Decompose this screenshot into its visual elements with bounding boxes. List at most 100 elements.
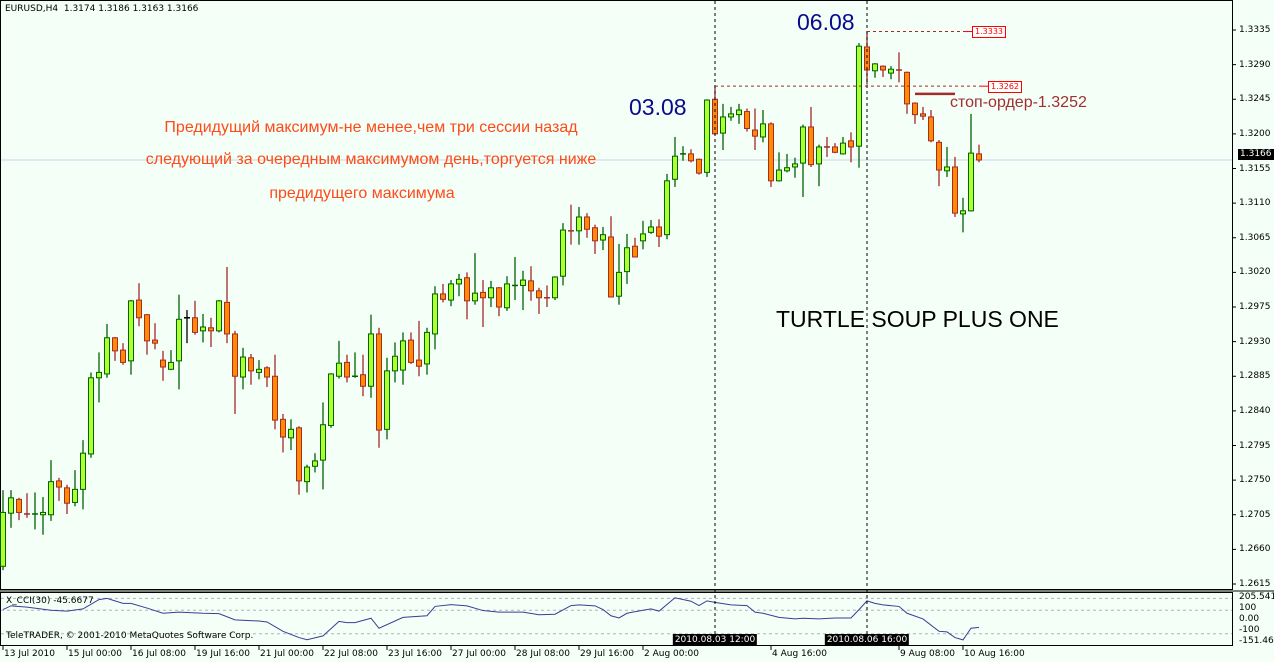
candle-body (816, 146, 822, 165)
candle-body (128, 300, 134, 362)
candle-body (248, 357, 254, 372)
candle-body (200, 326, 206, 332)
candle (568, 204, 574, 245)
candle (648, 220, 654, 234)
overlay-lines (714, 1, 988, 646)
candle-body (48, 481, 54, 516)
candle (744, 108, 750, 132)
candle-body (552, 276, 558, 299)
candle (808, 106, 814, 167)
chart-header: EURUSD,H4 1.3174 1.3186 1.3163 1.3166 (5, 4, 198, 14)
candle (392, 342, 398, 383)
candle (296, 426, 302, 495)
candle-body (704, 99, 710, 173)
candle-body (632, 245, 638, 258)
candle (184, 310, 190, 344)
candle (816, 144, 822, 187)
candle (856, 43, 862, 168)
candle (320, 402, 326, 490)
candle (32, 492, 38, 530)
price-tick-label: 1.3065 (1239, 232, 1271, 243)
candle-body (648, 226, 654, 233)
indicator-title: X_CCI(30) -45.6677 (6, 596, 94, 606)
candle (608, 216, 614, 298)
candle-body (792, 163, 798, 168)
stop-order-label: стоп-ордер-1.3252 (950, 94, 1087, 111)
candle-body (416, 359, 422, 367)
candle-body (848, 140, 854, 148)
candle (200, 313, 206, 343)
price-tick-label: 1.3110 (1239, 198, 1271, 209)
candle (216, 300, 222, 333)
candle-body (688, 153, 694, 162)
candle (616, 243, 622, 305)
candle (120, 343, 126, 365)
time-tick-label: 21 Jul 00:00 (260, 649, 314, 659)
candle (848, 132, 854, 163)
price-tick-label: 1.3155 (1239, 163, 1271, 174)
candle (912, 102, 918, 124)
candle-body (560, 229, 566, 277)
candle-body (576, 216, 582, 232)
main-pane-border (0, 0, 1233, 590)
candle (88, 372, 94, 458)
candle (880, 65, 886, 77)
candle (904, 71, 910, 114)
candle (352, 352, 358, 378)
candle (824, 136, 830, 157)
candle-body (64, 487, 70, 504)
price-tick-label: 1.2750 (1239, 475, 1271, 486)
candle-body (80, 452, 86, 490)
candle (240, 347, 246, 390)
candle-body (800, 126, 806, 164)
candle-body (520, 279, 526, 286)
candle (576, 206, 582, 245)
candle (368, 314, 374, 398)
candle-body (256, 368, 262, 373)
candle-body (216, 300, 222, 332)
candle-body (872, 63, 878, 72)
candle-body (40, 511, 46, 516)
candle (456, 273, 462, 297)
candle-body (696, 158, 702, 174)
candle-body (528, 280, 534, 292)
price-tick-label: 1.3020 (1239, 267, 1271, 278)
time-tick-label: 23 Jul 16:00 (388, 649, 442, 659)
candle (360, 354, 366, 397)
candle-body (120, 349, 126, 363)
candle-body (936, 141, 942, 171)
candle (496, 286, 502, 317)
candle-body (392, 355, 398, 372)
candle-body (296, 427, 302, 482)
price-tick-label: 1.3335 (1239, 25, 1271, 35)
candle-body (600, 234, 606, 241)
time-tick-label: 2 Aug 00:00 (644, 649, 699, 659)
candle (704, 99, 710, 177)
candle-body (168, 361, 174, 370)
candle (312, 453, 318, 473)
candle-body (264, 367, 270, 378)
candle (896, 52, 902, 83)
candle (776, 152, 782, 182)
candle (944, 146, 950, 177)
price-label-prev-high[interactable]: 1.3262 (988, 81, 1022, 93)
time-tick-label: 19 Jul 16:00 (196, 649, 250, 659)
price-tick-label: 1.2930 (1239, 336, 1271, 347)
time-tick-label: 28 Jul 08:00 (516, 649, 570, 659)
time-highlight-0308: 2010.08.03 12:00 (672, 634, 758, 646)
candle-body (616, 271, 622, 297)
candle-body (56, 480, 62, 488)
candle-body (360, 374, 366, 387)
candle-body (904, 71, 910, 105)
candle (480, 280, 486, 328)
cci-line (2, 597, 980, 641)
candle (968, 113, 974, 212)
candle (768, 122, 774, 187)
candle-body (864, 46, 870, 71)
candle-body (8, 497, 14, 514)
time-tick-label: 13 Jul 2010 (4, 649, 55, 659)
candle-body (464, 277, 470, 302)
price-label-high[interactable]: 1.3333 (972, 26, 1006, 38)
candle-body (272, 375, 278, 421)
